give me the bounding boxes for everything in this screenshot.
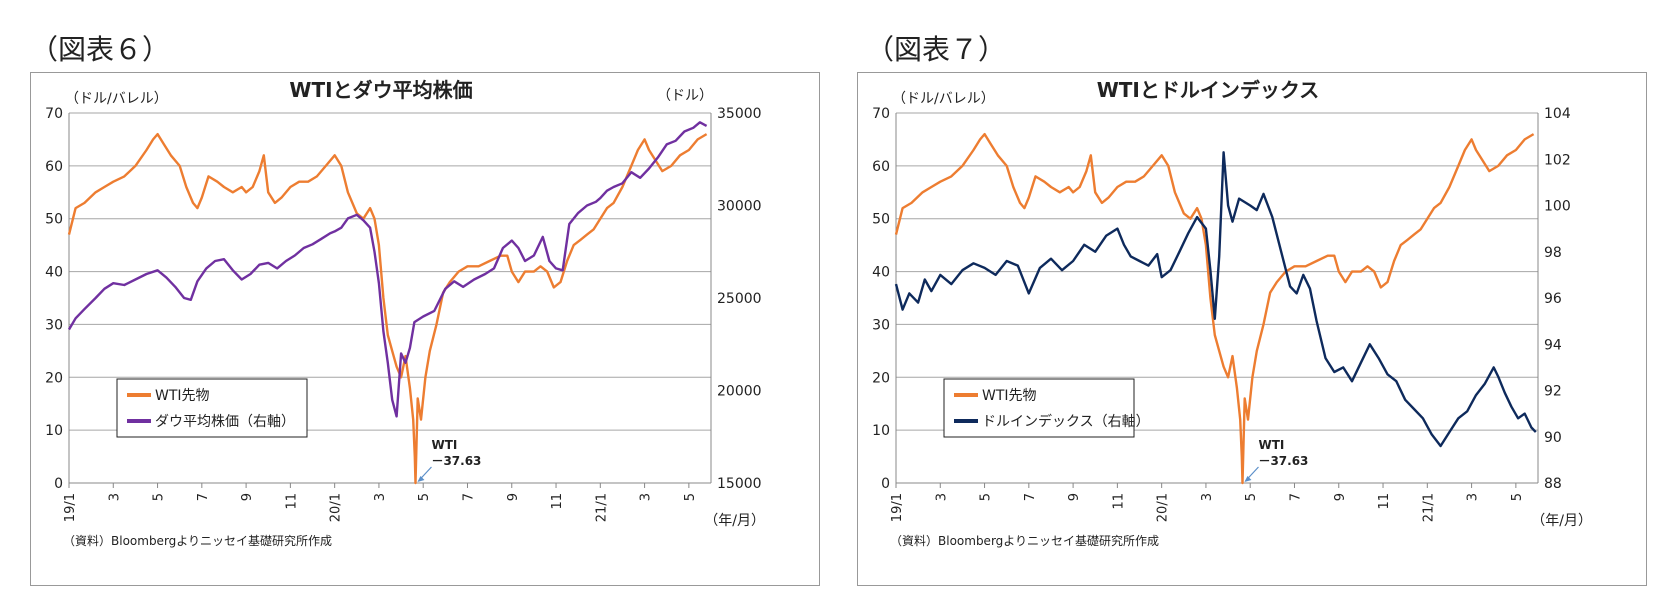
y-tick-right: 100	[1544, 199, 1571, 215]
y-tick-right: 94	[1544, 337, 1562, 353]
x-axis-label: （年/月）	[1531, 513, 1592, 529]
y-tick-left: 60	[872, 159, 890, 175]
x-tick-label: 9	[1067, 493, 1082, 501]
annotation-label-title: WTI	[431, 438, 457, 452]
x-tick-label: 5	[152, 493, 167, 501]
y-tick-left: 60	[45, 159, 63, 175]
chart-panel-1: 0 10 20 30 40 50 60 70 15000 20000 25000 30000 35000…	[30, 72, 820, 586]
y-tick-right: 90	[1544, 430, 1562, 446]
x-tick-label: 9	[1333, 493, 1348, 501]
figure-label-1: （図表６）	[30, 33, 171, 66]
legend-label-1: WTI先物	[155, 388, 210, 404]
y-tick-right: 30000	[717, 199, 762, 215]
y-tick-right: 92	[1544, 384, 1562, 400]
y-tick-left: 20	[45, 370, 63, 386]
x-tick-label: 5	[1244, 493, 1259, 501]
y-tick-left: 10	[872, 423, 890, 439]
y-tick-right: 102	[1544, 152, 1571, 168]
source-note: （資料）Bloombergよりニッセイ基礎研究所作成	[63, 533, 332, 548]
y-tick-left: 70	[45, 106, 63, 122]
x-tick-label: 3	[1200, 493, 1215, 501]
figure-label-2: （図表７）	[866, 33, 1007, 66]
y-tick-left: 30	[872, 317, 890, 333]
x-tick-label: 11	[1377, 493, 1392, 510]
y-tick-left: 40	[872, 265, 890, 281]
x-tick-label: 3	[639, 493, 654, 501]
y-tick-right: 96	[1544, 291, 1562, 307]
x-tick-label: 7	[1023, 493, 1038, 501]
y-tick-right: 35000	[717, 106, 762, 122]
chart-title: WTIとダウ平均株価	[289, 78, 472, 102]
x-tick-label: 3	[934, 493, 949, 501]
y-tick-left: 0	[881, 476, 890, 492]
x-tick-label: 5	[683, 493, 698, 501]
x-axis-label: （年/月）	[704, 513, 765, 529]
x-tick-label: 5	[979, 493, 994, 501]
y-tick-left: 50	[872, 212, 890, 228]
y-axis-label-right: （ドル）	[657, 88, 713, 104]
x-tick-label: 9	[506, 493, 521, 501]
legend-label-2: ドルインデックス（右軸）	[982, 413, 1150, 430]
y-tick-right: 88	[1544, 476, 1562, 492]
x-tick-label: 21/1	[1421, 493, 1436, 522]
series-line-2	[894, 151, 1537, 448]
x-tick-label: 7	[461, 493, 476, 501]
x-tick-label: 5	[417, 493, 432, 501]
x-tick-label: 21/1	[594, 493, 609, 522]
x-tick-label: 19/1	[890, 493, 905, 522]
y-axis-label-left: （ドル/バレル）	[892, 91, 995, 107]
source-note: （資料）Bloombergよりニッセイ基礎研究所作成	[890, 533, 1159, 548]
annotation-label-title: WTI	[1258, 438, 1284, 452]
legend-box	[116, 378, 308, 438]
x-tick-label: 3	[1466, 493, 1481, 501]
y-tick-left: 20	[872, 370, 890, 386]
x-tick-label: 20/1	[1156, 493, 1171, 522]
legend-label-1: WTI先物	[982, 388, 1037, 404]
x-tick-label: 11	[550, 493, 565, 510]
annotation-arrow-head	[1244, 476, 1252, 482]
x-tick-label: 7	[196, 493, 211, 501]
y-tick-left: 30	[45, 317, 63, 333]
series-line-2	[67, 121, 708, 418]
legend-box	[943, 378, 1135, 438]
y-axis-label-left: （ドル/バレル）	[65, 91, 168, 107]
y-tick-left: 40	[45, 265, 63, 281]
y-tick-right: 20000	[717, 384, 762, 400]
x-tick-label: 11	[284, 493, 299, 510]
x-tick-label: 3	[107, 493, 122, 501]
x-tick-label: 11	[1111, 493, 1126, 510]
chart-wti-dow: 0 10 20 30 40 50 60 70 15000 20000 25000 30000 35000…	[45, 78, 765, 548]
y-tick-right: 104	[1544, 106, 1571, 122]
chart-panel-2: 0 10 20 30 40 50 60 70 88 90 92 94 96 98 100 102 104 19/1…	[857, 72, 1647, 586]
y-tick-right: 15000	[717, 476, 762, 492]
y-tick-left: 50	[45, 212, 63, 228]
chart-title: WTIとドルインデックス	[1097, 78, 1320, 102]
x-tick-label: 5	[1510, 493, 1525, 501]
x-tick-label: 19/1	[63, 493, 78, 522]
x-tick-label: 7	[1288, 493, 1303, 501]
annotation-arrow-head	[417, 476, 425, 482]
annotation-label-value: －37.63	[431, 454, 481, 468]
legend-label-2: ダウ平均株価（右軸）	[155, 414, 295, 430]
series-line-1	[894, 132, 1535, 485]
y-tick-right: 25000	[717, 291, 762, 307]
x-tick-label: 20/1	[329, 493, 344, 522]
annotation-label-value: －37.63	[1258, 454, 1308, 468]
x-tick-label: 3	[373, 493, 388, 501]
y-tick-left: 10	[45, 423, 63, 439]
y-tick-left: 70	[872, 106, 890, 122]
chart-wti-dollar-index: 0 10 20 30 40 50 60 70 88 90 92 94 96 98 100 102 104 19/1…	[872, 78, 1592, 548]
y-tick-left: 0	[54, 476, 63, 492]
x-tick-label: 9	[240, 493, 255, 501]
y-tick-right: 98	[1544, 245, 1562, 261]
